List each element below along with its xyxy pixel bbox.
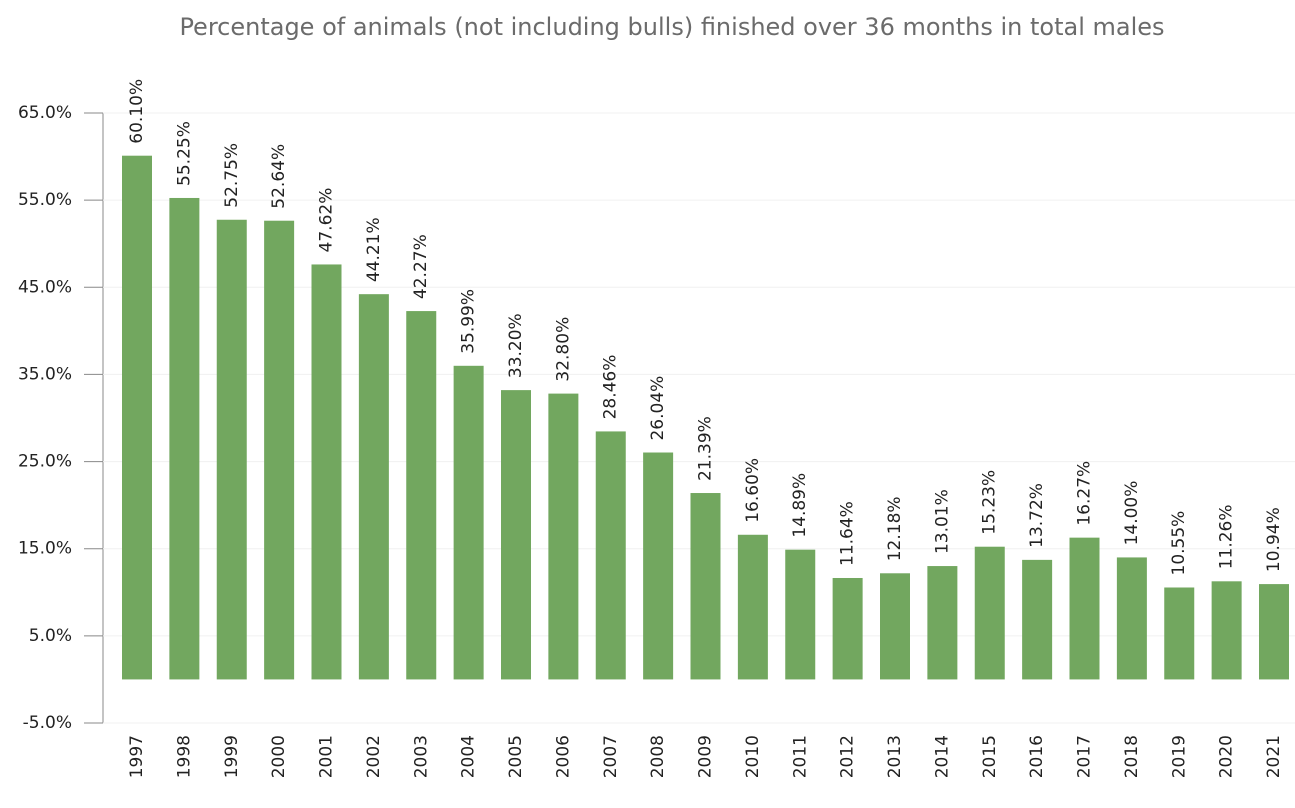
x-tick-label: 2008 (648, 735, 668, 778)
data-label: 11.26% (1217, 504, 1237, 569)
x-tick-label: 2001 (317, 735, 337, 778)
bar (169, 197, 200, 680)
bar (216, 219, 247, 680)
x-tick-label: 1997 (127, 735, 147, 778)
data-label: 10.94% (1264, 507, 1284, 572)
y-tick-label: 55.0% (18, 190, 72, 210)
x-tick-label: 2010 (743, 735, 763, 778)
bar (1116, 557, 1147, 680)
x-tick-label: 2018 (1122, 735, 1142, 778)
bar (311, 264, 342, 680)
x-tick-label: 2004 (459, 735, 479, 778)
x-tick-label: 2009 (696, 735, 716, 778)
data-label: 42.27% (411, 234, 431, 299)
y-tick-label: 15.0% (18, 539, 72, 559)
x-tick-label: 2000 (269, 735, 289, 778)
x-tick-label: 2003 (411, 735, 431, 778)
bar (927, 566, 958, 680)
y-tick-label: 35.0% (18, 364, 72, 384)
data-label: 44.21% (364, 217, 384, 282)
data-label: 14.89% (790, 473, 810, 538)
data-label: 12.18% (885, 496, 905, 561)
data-label: 52.64% (269, 144, 289, 209)
bar (1211, 581, 1242, 680)
bar (1164, 587, 1195, 680)
x-tick-label: 2006 (553, 735, 573, 778)
bar (1259, 584, 1289, 680)
y-tick-label: -5.0% (23, 713, 72, 733)
data-label: 13.01% (932, 489, 952, 554)
bar (1069, 537, 1100, 680)
data-label: 32.80% (553, 317, 573, 382)
data-label: 35.99% (459, 289, 479, 354)
data-label: 16.60% (743, 458, 763, 523)
chart-title: Percentage of animals (not including bul… (179, 13, 1164, 41)
bar (832, 577, 863, 680)
x-tick-label: 2015 (980, 735, 1000, 778)
bar (358, 294, 389, 680)
bar (122, 155, 152, 680)
bar (595, 431, 626, 680)
x-tick-label: 2017 (1075, 735, 1095, 778)
x-tick-label: 2014 (932, 735, 952, 778)
data-label: 52.75% (222, 143, 242, 208)
x-tick-label: 2011 (790, 735, 810, 778)
bar (643, 452, 674, 680)
x-tick-label: 2021 (1264, 735, 1284, 778)
data-label: 21.39% (696, 416, 716, 481)
bar (453, 365, 484, 680)
bar (880, 573, 910, 680)
bar (737, 534, 768, 680)
y-tick-label: 5.0% (29, 626, 72, 646)
x-tick-label: 2019 (1169, 735, 1189, 778)
data-label: 15.23% (980, 470, 1000, 535)
data-label: 47.62% (317, 188, 337, 253)
x-tick-label: 2016 (1027, 735, 1047, 778)
x-tick-label: 2013 (885, 735, 905, 778)
x-tick-label: 1999 (222, 735, 242, 778)
x-tick-label: 2020 (1217, 735, 1237, 778)
data-label: 10.55% (1169, 511, 1189, 576)
x-tick-label: 2002 (364, 735, 384, 778)
data-label: 16.27% (1075, 461, 1095, 526)
x-tick-label: 2012 (838, 735, 858, 778)
data-label: 13.72% (1027, 483, 1047, 548)
y-tick-label: 45.0% (18, 277, 72, 297)
bar (690, 493, 721, 680)
data-label: 11.64% (838, 501, 858, 566)
x-tick-label: 1998 (174, 735, 194, 778)
data-label: 55.25% (174, 121, 194, 186)
x-tick-label: 2005 (506, 735, 526, 778)
bar (501, 390, 531, 680)
bar (1022, 559, 1053, 680)
bar (264, 220, 295, 680)
bar (974, 546, 1005, 680)
y-tick-label: 25.0% (18, 452, 72, 472)
bar (406, 311, 437, 680)
y-tick-label: 65.0% (18, 103, 72, 123)
data-label: 60.10% (127, 79, 147, 144)
data-label: 28.46% (601, 355, 621, 420)
data-label: 14.00% (1122, 481, 1142, 546)
bar (548, 393, 579, 680)
data-label: 26.04% (648, 376, 668, 441)
x-tick-label: 2007 (601, 735, 621, 778)
bar (785, 549, 816, 680)
data-label: 33.20% (506, 313, 526, 378)
